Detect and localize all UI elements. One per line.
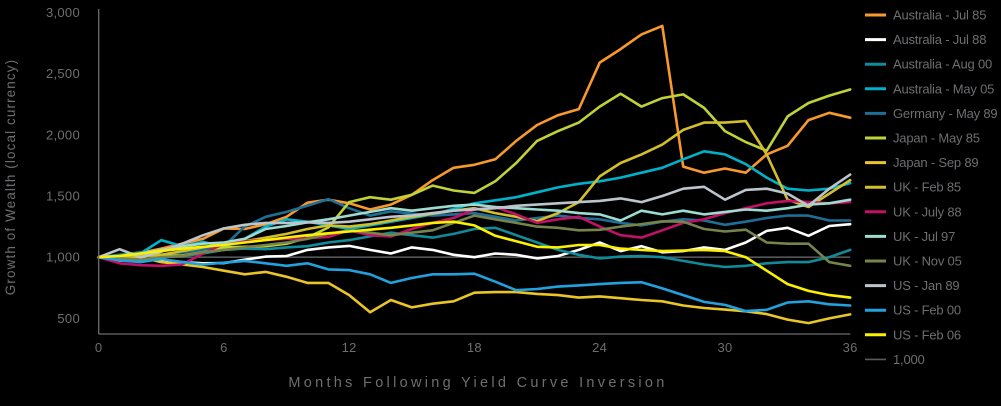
svg-text:1,000: 1,000 xyxy=(893,352,925,367)
svg-text:Australia - May 05: Australia - May 05 xyxy=(893,81,994,96)
svg-text:36: 36 xyxy=(843,340,858,355)
svg-text:UK - Feb 85: UK - Feb 85 xyxy=(893,180,961,195)
svg-text:1,500: 1,500 xyxy=(46,189,80,204)
svg-text:US - Jan 89: US - Jan 89 xyxy=(893,278,959,293)
svg-text:12: 12 xyxy=(342,340,357,355)
svg-text:500: 500 xyxy=(57,311,80,326)
svg-text:24: 24 xyxy=(592,340,607,355)
svg-text:2,000: 2,000 xyxy=(46,127,80,142)
svg-text:6: 6 xyxy=(220,340,228,355)
svg-text:UK - Jul 97: UK - Jul 97 xyxy=(893,229,955,244)
svg-text:US - Feb 06: US - Feb 06 xyxy=(893,327,961,342)
svg-text:Australia - Jul 85: Australia - Jul 85 xyxy=(893,8,986,23)
svg-text:3,000: 3,000 xyxy=(46,5,80,20)
svg-text:US - Feb 00: US - Feb 00 xyxy=(893,303,961,318)
svg-text:Australia - Aug 00: Australia - Aug 00 xyxy=(893,57,992,72)
svg-text:0: 0 xyxy=(95,340,103,355)
svg-text:UK - Nov 05: UK - Nov 05 xyxy=(893,254,962,269)
svg-text:30: 30 xyxy=(717,340,732,355)
svg-text:UK - July 88: UK - July 88 xyxy=(893,204,961,219)
svg-text:18: 18 xyxy=(467,340,482,355)
svg-text:1,000: 1,000 xyxy=(46,250,80,265)
svg-text:Growth of Wealth (local curren: Growth of Wealth (local currency) xyxy=(3,59,18,295)
svg-text:Japan - Sep 89: Japan - Sep 89 xyxy=(893,155,978,170)
svg-text:Japan - May 85: Japan - May 85 xyxy=(893,131,980,146)
svg-text:Germany - May 89: Germany - May 89 xyxy=(893,106,997,121)
svg-text:2,500: 2,500 xyxy=(46,66,80,81)
svg-text:Months Following Yield Curve I: Months Following Yield Curve Inversion xyxy=(288,375,667,391)
svg-text:Australia - Jul 88: Australia - Jul 88 xyxy=(893,32,986,47)
